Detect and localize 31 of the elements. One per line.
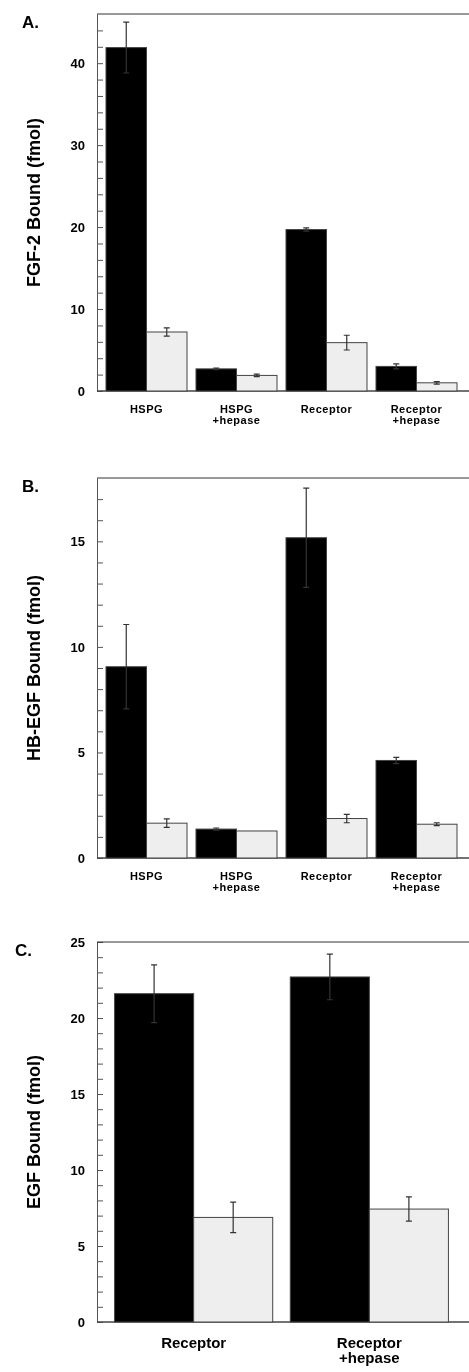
- chart-title: A.: [22, 13, 39, 32]
- y-tick-label: 10: [70, 1162, 85, 1178]
- x-tick-label: Receptor +hepase: [336, 1334, 403, 1366]
- x-tick-label: Receptor +hepase: [390, 403, 443, 426]
- y-tick-label: 20: [70, 219, 85, 235]
- y-tick-label: 40: [70, 55, 85, 71]
- chart-title: B.: [22, 477, 39, 496]
- y-tick-label: 0: [77, 1314, 85, 1330]
- x-tick-label: HSPG: [129, 403, 164, 415]
- x-tick-label: Receptor: [300, 870, 353, 882]
- y-axis-title: FGF-2 Bound (fmol): [24, 118, 44, 287]
- y-tick-label: 25: [70, 934, 85, 950]
- y-tick-label: 30: [70, 137, 85, 153]
- y-axis-title: HB-EGF Bound (fmol): [24, 575, 44, 761]
- y-tick-label: 10: [70, 301, 85, 317]
- x-tick-label: HSPG: [129, 870, 164, 882]
- y-tick-label: 5: [77, 745, 85, 761]
- x-tick-label: Receptor: [300, 403, 353, 415]
- y-tick-label: 10: [70, 639, 85, 655]
- y-tick-label: 0: [77, 383, 85, 399]
- y-tick-label: 0: [77, 850, 85, 866]
- y-tick-label: 20: [70, 1010, 85, 1026]
- x-tick-label: HSPG +hepase: [212, 870, 261, 893]
- x-tick-label: Receptor: [161, 1334, 227, 1351]
- y-axis-title: EGF Bound (fmol): [24, 1055, 44, 1209]
- chart-title: C.: [15, 941, 32, 960]
- y-tick-label: 15: [70, 533, 85, 549]
- y-tick-label: 5: [77, 1238, 85, 1254]
- x-tick-label: HSPG +hepase: [212, 403, 261, 426]
- y-tick-label: 15: [70, 1086, 85, 1102]
- x-tick-label: Receptor +hepase: [390, 870, 443, 893]
